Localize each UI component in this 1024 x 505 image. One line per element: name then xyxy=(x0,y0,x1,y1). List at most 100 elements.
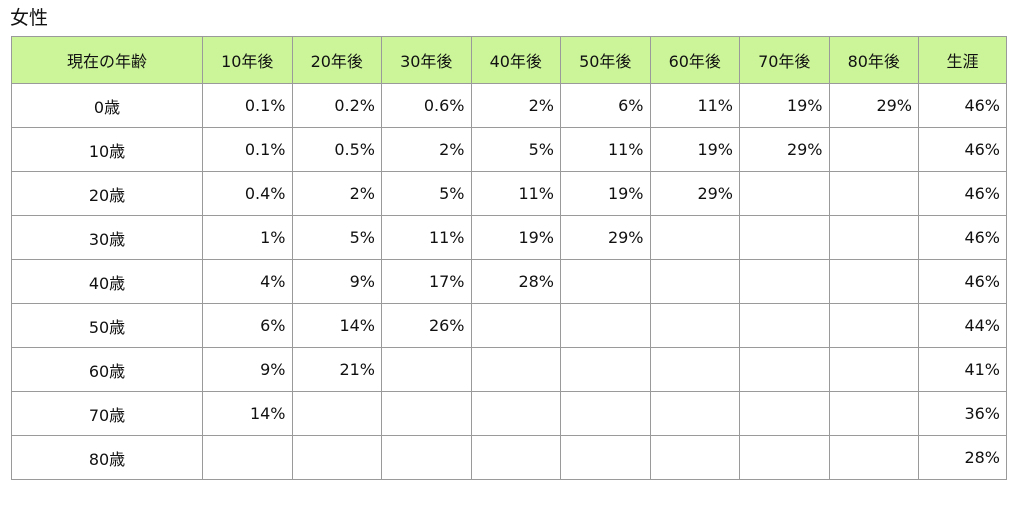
table-row: 50歳 6% 14% 26% 44% xyxy=(11,303,1007,348)
rate-cell: 5% xyxy=(291,215,382,260)
rate-cell: 1% xyxy=(202,215,293,260)
table-row: 40歳 4% 9% 17% 28% 46% xyxy=(11,259,1007,304)
rate-cell: 26% xyxy=(381,303,472,348)
rate-cell: 0.2% xyxy=(291,83,382,128)
table-row: 70歳 14% 36% xyxy=(11,391,1007,436)
rate-cell: 0.1% xyxy=(202,127,293,172)
row-age-label: 0歳 xyxy=(11,83,203,128)
rate-cell: 0.1% xyxy=(202,83,293,128)
rate-cell: 19% xyxy=(739,83,830,128)
rate-cell xyxy=(560,435,651,480)
rate-cell: 6% xyxy=(202,303,293,348)
table-row: 30歳 1% 5% 11% 19% 29% 46% xyxy=(11,215,1007,260)
header-40-years: 40年後 xyxy=(470,36,561,84)
rate-cell xyxy=(828,127,919,172)
rate-cell: 29% xyxy=(828,83,919,128)
rate-cell: 9% xyxy=(291,259,382,304)
rate-cell xyxy=(828,347,919,392)
row-age-label: 40歳 xyxy=(11,259,203,304)
rate-cell: 2% xyxy=(470,83,561,128)
rate-cell: 2% xyxy=(381,127,472,172)
table-row: 10歳 0.1% 0.5% 2% 5% 11% 19% 29% 46% xyxy=(11,127,1007,172)
table-header: 現在の年齢 10年後 20年後 30年後 40年後 50年後 60年後 70年後… xyxy=(11,36,1007,84)
header-70-years: 70年後 xyxy=(739,36,830,84)
rate-cell: 11% xyxy=(381,215,472,260)
row-age-label: 70歳 xyxy=(11,391,203,436)
rate-cell xyxy=(828,435,919,480)
row-age-label: 20歳 xyxy=(11,171,203,216)
header-50-years: 50年後 xyxy=(560,36,651,84)
rate-cell: 14% xyxy=(202,391,293,436)
lifetime-rate-cell: 46% xyxy=(918,127,1007,172)
lifetime-rate-cell: 36% xyxy=(918,391,1007,436)
table-body: 0歳 0.1% 0.2% 0.6% 2% 6% 11% 19% 29% 46% 10歳 0.1% 0.5… xyxy=(11,83,1007,480)
rate-cell: 2% xyxy=(291,171,382,216)
rate-cell: 19% xyxy=(649,127,740,172)
rate-cell xyxy=(649,259,740,304)
rate-cell xyxy=(560,391,651,436)
rate-cell xyxy=(560,259,651,304)
rate-cell: 9% xyxy=(202,347,293,392)
rate-cell xyxy=(739,391,830,436)
header-60-years: 60年後 xyxy=(649,36,740,84)
rate-cell: 4% xyxy=(202,259,293,304)
incidence-table: 現在の年齢 10年後 20年後 30年後 40年後 50年後 60年後 70年後… xyxy=(11,36,1007,480)
rate-cell xyxy=(828,303,919,348)
rate-cell xyxy=(649,215,740,260)
rate-cell: 28% xyxy=(470,259,561,304)
rate-cell xyxy=(739,347,830,392)
rate-cell: 14% xyxy=(291,303,382,348)
row-age-label: 30歳 xyxy=(11,215,203,260)
rate-cell xyxy=(828,391,919,436)
table-row: 20歳 0.4% 2% 5% 11% 19% 29% 46% xyxy=(11,171,1007,216)
rate-cell: 29% xyxy=(649,171,740,216)
rate-cell: 11% xyxy=(649,83,740,128)
rate-cell xyxy=(649,391,740,436)
table-row: 0歳 0.1% 0.2% 0.6% 2% 6% 11% 19% 29% 46% xyxy=(11,83,1007,128)
rate-cell: 19% xyxy=(560,171,651,216)
rate-cell: 29% xyxy=(560,215,651,260)
rate-cell xyxy=(381,347,472,392)
rate-cell xyxy=(828,171,919,216)
lifetime-rate-cell: 46% xyxy=(918,83,1007,128)
lifetime-rate-cell: 44% xyxy=(918,303,1007,348)
rate-cell: 0.5% xyxy=(291,127,382,172)
rate-cell xyxy=(649,347,740,392)
table-row: 80歳 28% xyxy=(11,435,1007,480)
rate-cell xyxy=(470,391,561,436)
table-row: 60歳 9% 21% 41% xyxy=(11,347,1007,392)
rate-cell xyxy=(560,347,651,392)
rate-cell xyxy=(649,435,740,480)
rate-cell xyxy=(291,435,382,480)
rate-cell xyxy=(381,435,472,480)
rate-cell xyxy=(828,259,919,304)
rate-cell: 11% xyxy=(470,171,561,216)
row-age-label: 10歳 xyxy=(11,127,203,172)
rate-cell: 17% xyxy=(381,259,472,304)
rate-cell xyxy=(739,259,830,304)
header-row: 現在の年齢 10年後 20年後 30年後 40年後 50年後 60年後 70年後… xyxy=(11,36,1007,84)
rate-cell xyxy=(739,171,830,216)
rate-cell xyxy=(739,303,830,348)
row-age-label: 60歳 xyxy=(11,347,203,392)
lifetime-rate-cell: 46% xyxy=(918,215,1007,260)
rate-cell xyxy=(470,347,561,392)
rate-cell: 19% xyxy=(470,215,561,260)
rate-cell xyxy=(649,303,740,348)
lifetime-rate-cell: 28% xyxy=(918,435,1007,480)
rate-cell xyxy=(739,435,830,480)
rate-cell: 21% xyxy=(291,347,382,392)
rate-cell: 5% xyxy=(381,171,472,216)
rate-cell: 29% xyxy=(739,127,830,172)
lifetime-rate-cell: 46% xyxy=(918,259,1007,304)
rate-cell xyxy=(381,391,472,436)
header-current-age: 現在の年齢 xyxy=(11,36,203,84)
rate-cell: 0.6% xyxy=(381,83,472,128)
lifetime-rate-cell: 41% xyxy=(918,347,1007,392)
header-20-years: 20年後 xyxy=(291,36,382,84)
rate-cell xyxy=(739,215,830,260)
rate-cell xyxy=(828,215,919,260)
rate-cell xyxy=(291,391,382,436)
rate-cell: 5% xyxy=(470,127,561,172)
rate-cell xyxy=(470,303,561,348)
